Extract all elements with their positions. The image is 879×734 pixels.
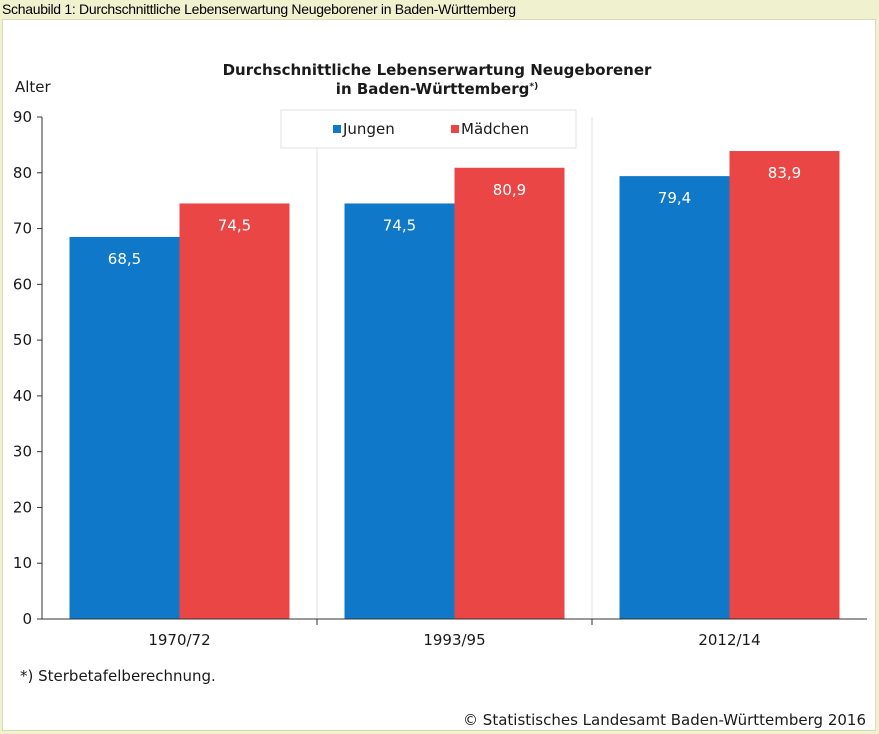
- figure-caption: Schaubild 1: Durchschnittliche Lebenserw…: [2, 1, 516, 17]
- legend-swatch-jungen: [333, 125, 341, 133]
- legend-label-jungen: Jungen: [342, 120, 395, 138]
- chart-title-line2: in Baden-Württemberg*): [336, 80, 538, 98]
- data-label: 80,9: [493, 181, 526, 199]
- bar-jungen-1993-95: [344, 203, 455, 619]
- y-tick-label: 0: [22, 610, 32, 628]
- legend: Jungen Mädchen: [280, 109, 577, 149]
- axes: [37, 116, 867, 625]
- chart-title-line2-text: in Baden-Württemberg: [336, 80, 530, 98]
- bar-maedchen-1993-95: [454, 167, 565, 619]
- data-label: 79,4: [658, 189, 691, 207]
- x-tick-label: 2012/14: [698, 631, 760, 649]
- y-tick-label: 10: [13, 554, 32, 572]
- bar-maedchen-2012-14: [729, 151, 840, 619]
- y-tick-label: 20: [13, 498, 32, 516]
- y-axis-label: Alter: [15, 78, 52, 96]
- legend-swatch-maedchen: [451, 125, 459, 133]
- data-label: 74,5: [383, 216, 416, 234]
- legend-box: [280, 109, 577, 149]
- chart-title-note: *): [529, 82, 538, 92]
- y-tick-label: 30: [13, 443, 32, 461]
- bar-maedchen-1970-72: [179, 203, 290, 619]
- bars: [69, 151, 840, 619]
- legend-label-maedchen: Mädchen: [461, 120, 529, 138]
- data-label: 74,5: [218, 216, 251, 234]
- footnote: *) Sterbetafelberechnung.: [20, 667, 216, 685]
- y-tick-label: 70: [13, 220, 32, 238]
- y-tick-label: 50: [13, 331, 32, 349]
- chart-title-line1: Durchschnittliche Lebenserwartung Neugeb…: [223, 61, 652, 79]
- x-tick-label: 1970/72: [148, 631, 210, 649]
- y-tick-label: 90: [13, 108, 32, 126]
- x-tick-label: 1993/95: [423, 631, 485, 649]
- bar-jungen-2012-14: [619, 176, 730, 619]
- y-tick-label: 60: [13, 275, 32, 293]
- bar-jungen-1970-72: [69, 236, 180, 619]
- data-label: 83,9: [768, 164, 801, 182]
- y-tick-label: 40: [13, 387, 32, 405]
- labels: 68,5 74,5 1970/72 74,5 80,9 1993/95 79,4 83,9 20…: [13, 108, 801, 649]
- data-label: 68,5: [108, 250, 141, 268]
- y-tick-label: 80: [13, 164, 32, 182]
- grid: [316, 117, 593, 619]
- source-credit: © Statistisches Landesamt Baden-Württemb…: [463, 711, 866, 729]
